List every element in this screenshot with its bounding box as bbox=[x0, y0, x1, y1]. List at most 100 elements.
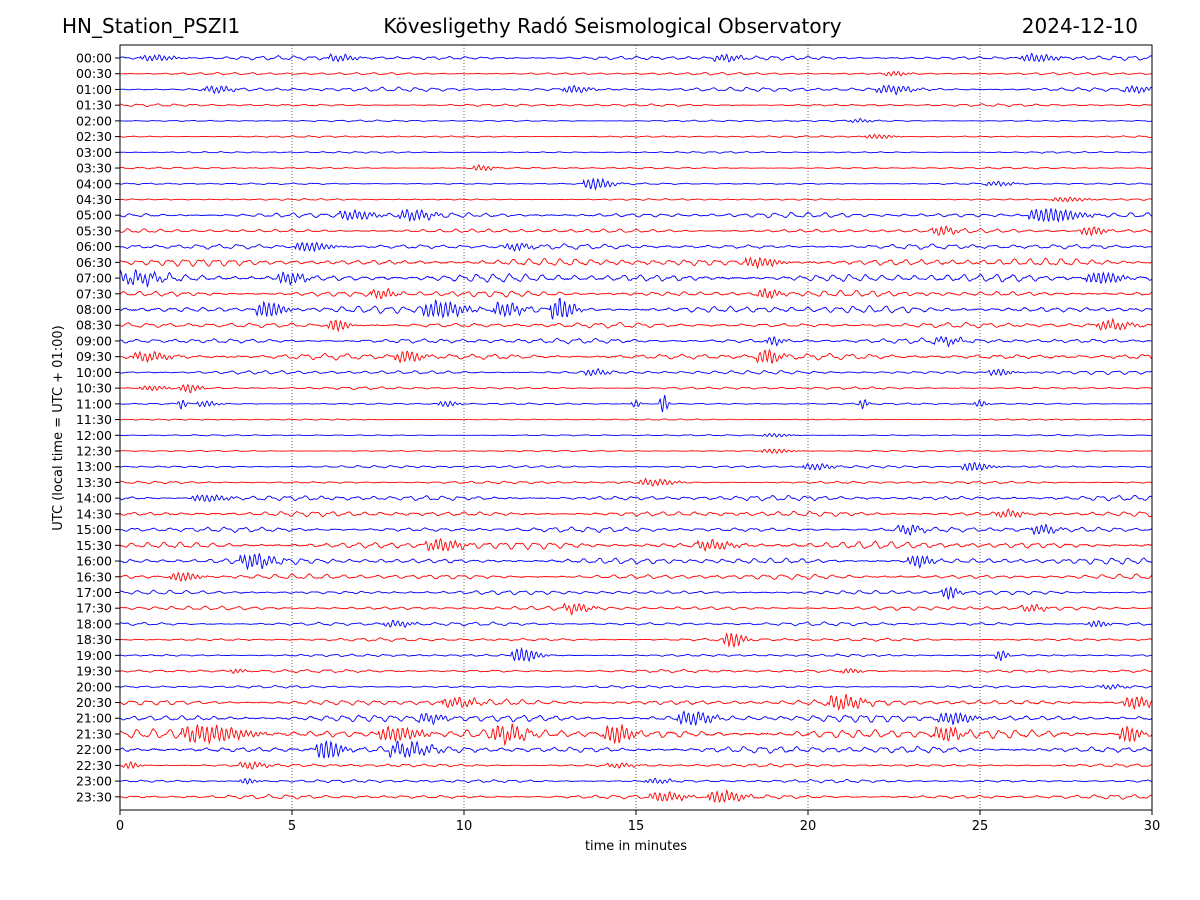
y-tick-label: 18:00 bbox=[76, 616, 112, 631]
y-tick-label: 08:30 bbox=[76, 318, 112, 333]
seismic-trace bbox=[119, 241, 1153, 253]
y-tick-label: 15:30 bbox=[76, 538, 112, 553]
y-tick-label: 00:00 bbox=[76, 51, 112, 66]
seismic-trace bbox=[119, 494, 1153, 503]
seismic-trace bbox=[119, 287, 1153, 300]
y-tick-label: 02:30 bbox=[76, 129, 112, 144]
seismic-trace bbox=[119, 694, 1153, 712]
y-tick-label: 04:00 bbox=[76, 176, 112, 191]
seismic-trace bbox=[119, 508, 1153, 518]
seismic-trace bbox=[119, 632, 1153, 649]
y-tick-label: 16:00 bbox=[76, 554, 112, 569]
y-tick-label: 07:30 bbox=[76, 286, 112, 301]
y-tick-label: 20:30 bbox=[76, 695, 112, 710]
x-axis-ticks: 0 5 10 15 20 25 30 bbox=[116, 810, 1160, 834]
seismic-trace bbox=[119, 84, 1153, 96]
y-tick-label: 21:00 bbox=[76, 711, 112, 726]
x-tick-label: 25 bbox=[972, 819, 989, 834]
y-tick-label: 16:30 bbox=[76, 569, 112, 584]
seismic-trace bbox=[119, 723, 1153, 747]
seismic-trace bbox=[119, 368, 1153, 377]
y-axis-ticks: 00:0000:3001:0001:3002:0002:3003:0003:30… bbox=[76, 51, 120, 804]
y-tick-label: 14:00 bbox=[76, 491, 112, 506]
seismic-trace bbox=[119, 710, 1153, 726]
seismic-trace bbox=[119, 448, 1153, 455]
seismic-trace bbox=[119, 297, 1153, 320]
y-tick-label: 20:00 bbox=[76, 679, 112, 694]
y-tick-label: 19:00 bbox=[76, 648, 112, 663]
seismic-trace bbox=[119, 177, 1153, 191]
gridlines bbox=[291, 45, 981, 810]
seismic-trace bbox=[119, 208, 1153, 223]
y-tick-label: 03:00 bbox=[76, 145, 112, 160]
y-tick-label: 23:00 bbox=[76, 774, 112, 789]
y-tick-label: 06:00 bbox=[76, 239, 112, 254]
y-tick-label: 17:30 bbox=[76, 601, 112, 616]
seismic-trace bbox=[119, 777, 1153, 785]
seismic-trace bbox=[119, 537, 1153, 552]
y-tick-label: 14:30 bbox=[76, 506, 112, 521]
y-tick-label: 22:30 bbox=[76, 758, 112, 773]
station-name: HN_Station_PSZI1 bbox=[62, 14, 241, 38]
x-tick-label: 0 bbox=[116, 819, 124, 834]
seismic-trace bbox=[119, 256, 1153, 270]
seismic-trace bbox=[119, 196, 1153, 203]
y-tick-label: 10:00 bbox=[76, 365, 112, 380]
y-tick-label: 09:00 bbox=[76, 333, 112, 348]
y-tick-label: 17:00 bbox=[76, 585, 112, 600]
y-tick-label: 12:30 bbox=[76, 444, 112, 459]
seismic-trace bbox=[119, 552, 1153, 571]
seismic-trace bbox=[119, 225, 1153, 237]
seismic-trace bbox=[119, 585, 1153, 601]
x-tick-label: 15 bbox=[628, 819, 645, 834]
y-tick-label: 18:30 bbox=[76, 632, 112, 647]
y-tick-label: 21:30 bbox=[76, 726, 112, 741]
seismic-trace bbox=[119, 164, 1153, 171]
seismic-trace bbox=[119, 789, 1153, 804]
y-tick-label: 02:00 bbox=[76, 113, 112, 128]
y-tick-label: 05:00 bbox=[76, 208, 112, 223]
seismic-trace bbox=[119, 151, 1153, 154]
seismic-trace bbox=[119, 70, 1153, 77]
seismic-trace bbox=[119, 335, 1153, 348]
x-tick-label: 10 bbox=[456, 819, 473, 834]
seismic-trace bbox=[119, 619, 1153, 628]
y-axis-label: UTC (local time = UTC + 01:00) bbox=[51, 325, 66, 530]
seismic-trace bbox=[119, 418, 1153, 421]
x-tick-label: 30 bbox=[1144, 819, 1161, 834]
seismic-trace bbox=[119, 477, 1153, 487]
x-tick-label: 20 bbox=[800, 819, 817, 834]
seismic-trace bbox=[119, 117, 1153, 123]
seismic-trace bbox=[119, 739, 1153, 759]
y-tick-label: 06:30 bbox=[76, 255, 112, 270]
seismic-trace bbox=[119, 760, 1153, 770]
seismic-trace bbox=[119, 383, 1153, 394]
y-tick-label: 05:30 bbox=[76, 223, 112, 238]
y-tick-label: 01:30 bbox=[76, 98, 112, 113]
y-tick-label: 11:30 bbox=[76, 412, 112, 427]
y-tick-label: 00:30 bbox=[76, 66, 112, 81]
seismic-trace bbox=[119, 52, 1153, 63]
y-tick-label: 23:30 bbox=[76, 789, 112, 804]
seismic-trace bbox=[119, 523, 1153, 536]
x-tick-label: 5 bbox=[288, 819, 296, 834]
seismic-trace bbox=[119, 646, 1153, 663]
seismic-trace bbox=[119, 571, 1153, 582]
y-tick-label: 04:30 bbox=[76, 192, 112, 207]
y-tick-label: 08:00 bbox=[76, 302, 112, 317]
chart-title: Kövesligethy Radó Seismological Observat… bbox=[383, 14, 842, 38]
seismic-trace bbox=[119, 269, 1153, 288]
y-tick-label: 12:00 bbox=[76, 428, 112, 443]
y-tick-label: 15:00 bbox=[76, 522, 112, 537]
y-tick-label: 19:30 bbox=[76, 664, 112, 679]
seismic-trace bbox=[119, 461, 1153, 472]
seismic-trace bbox=[119, 348, 1153, 364]
seismic-trace bbox=[119, 394, 1153, 413]
y-tick-label: 11:00 bbox=[76, 396, 112, 411]
x-axis-label: time in minutes bbox=[585, 839, 687, 854]
y-tick-label: 10:30 bbox=[76, 381, 112, 396]
y-tick-label: 13:00 bbox=[76, 459, 112, 474]
seismic-trace bbox=[119, 668, 1153, 674]
y-tick-label: 07:00 bbox=[76, 271, 112, 286]
